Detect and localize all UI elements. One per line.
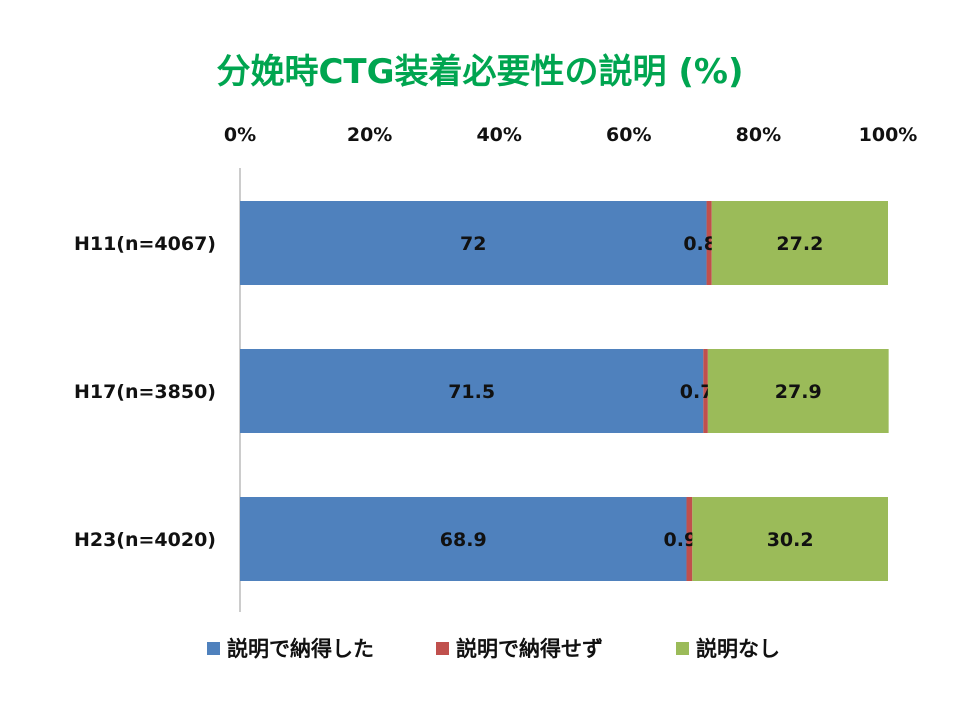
chart-title: 分娩時CTG装着必要性の説明 (%) (216, 52, 743, 92)
bar-segment (686, 497, 693, 581)
x-tick-label: 40% (476, 124, 521, 146)
bar-segment (240, 201, 707, 285)
x-tick-label: 100% (859, 124, 918, 146)
legend-label: 説明で納得せず (456, 637, 603, 661)
data-label: 72 (460, 233, 486, 255)
category-label: H17(n=3850) (74, 381, 216, 403)
legend-swatch (436, 642, 449, 655)
x-tick-label: 0% (224, 124, 256, 146)
legend-label: 説明で納得した (227, 637, 374, 661)
bar-segment (711, 201, 888, 285)
category-label: H23(n=4020) (74, 529, 216, 551)
legend: 説明で納得した 説明で納得せず 説明なし (207, 637, 780, 661)
data-label: 0.9 (664, 529, 698, 551)
bar-segment (703, 349, 708, 433)
bars-group: 72 0.8 27.2 71.5 0.7 27.9 68.9 0.9 30.2 (240, 201, 889, 581)
legend-swatch (207, 642, 220, 655)
x-tick-label: 60% (606, 124, 651, 146)
data-label: 27.2 (776, 233, 823, 255)
bar-segment (706, 201, 712, 285)
x-axis-ticks: 0% 20% 40% 60% 80% 100% (224, 124, 917, 146)
category-labels: H11(n=4067) H17(n=3850) H23(n=4020) (74, 233, 216, 551)
data-label: 68.9 (440, 529, 487, 551)
legend-label: 説明なし (696, 637, 780, 661)
data-label: 30.2 (767, 529, 814, 551)
legend-swatch (676, 642, 689, 655)
category-label: H11(n=4067) (74, 233, 216, 255)
bar-segment (692, 497, 888, 581)
bar-segment (240, 349, 704, 433)
bar-segment (707, 349, 889, 433)
x-tick-label: 80% (736, 124, 781, 146)
data-label: 0.8 (683, 233, 717, 255)
x-tick-label: 20% (347, 124, 392, 146)
data-label: 71.5 (448, 381, 495, 403)
data-label: 27.9 (775, 381, 822, 403)
bar-segment (240, 497, 687, 581)
data-label: 0.7 (680, 381, 714, 403)
